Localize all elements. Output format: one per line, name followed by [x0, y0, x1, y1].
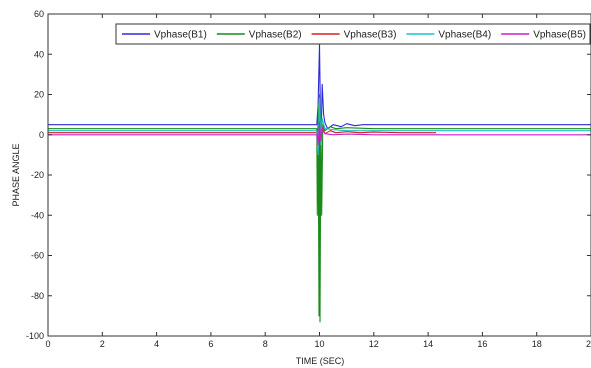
y-tick-label: -20 [31, 170, 44, 180]
series-line-2 [48, 93, 591, 323]
series-layer [48, 43, 591, 323]
legend-box [115, 23, 591, 45]
y-tick-label: -100 [26, 331, 44, 341]
y-tick-label: 20 [34, 90, 44, 100]
x-tick-label: 10 [314, 339, 324, 349]
y-tick-label: 0 [39, 130, 44, 140]
x-tick-label: 20 [586, 339, 591, 349]
y-axis: 60 40 20 0 -20 -40 -60 -80 -100 [26, 9, 591, 341]
x-tick-label: 6 [208, 339, 213, 349]
y-tick-label: 60 [34, 9, 44, 19]
x-tick-label: 4 [154, 339, 159, 349]
legend-label-4: Vphase(B4) [438, 30, 491, 41]
series-line-5 [48, 122, 591, 146]
y-tick-label: -60 [31, 251, 44, 261]
x-tick-label: 2 [100, 339, 105, 349]
x-tick-label: 14 [423, 339, 433, 349]
y-tick-label: -80 [31, 291, 44, 301]
x-tick-label: 12 [369, 339, 379, 349]
x-tick-label: 0 [45, 339, 50, 349]
y-tick-label: 40 [34, 49, 44, 59]
x-tick-label: 18 [532, 339, 542, 349]
y-axis-title: PHASE ANGLE [11, 143, 21, 206]
legend-label-5: Vphase(B5) [533, 30, 586, 41]
x-tick-label: 8 [263, 339, 268, 349]
legend: Vphase(B1) Vphase(B2) Vphase(B3) Vphase(B4)… [115, 23, 591, 45]
legend-label-1: Vphase(B1) [154, 30, 207, 41]
series-line-1 [48, 43, 591, 152]
series-line-4 [48, 97, 591, 156]
legend-label-3: Vphase(B3) [344, 30, 397, 41]
x-axis: 0 2 4 6 8 10 12 14 16 18 20 [45, 14, 591, 349]
legend-label-2: Vphase(B2) [249, 30, 302, 41]
y-tick-label: -40 [31, 210, 44, 220]
x-axis-title: TIME (SEC) [296, 356, 345, 366]
x-tick-label: 16 [477, 339, 487, 349]
